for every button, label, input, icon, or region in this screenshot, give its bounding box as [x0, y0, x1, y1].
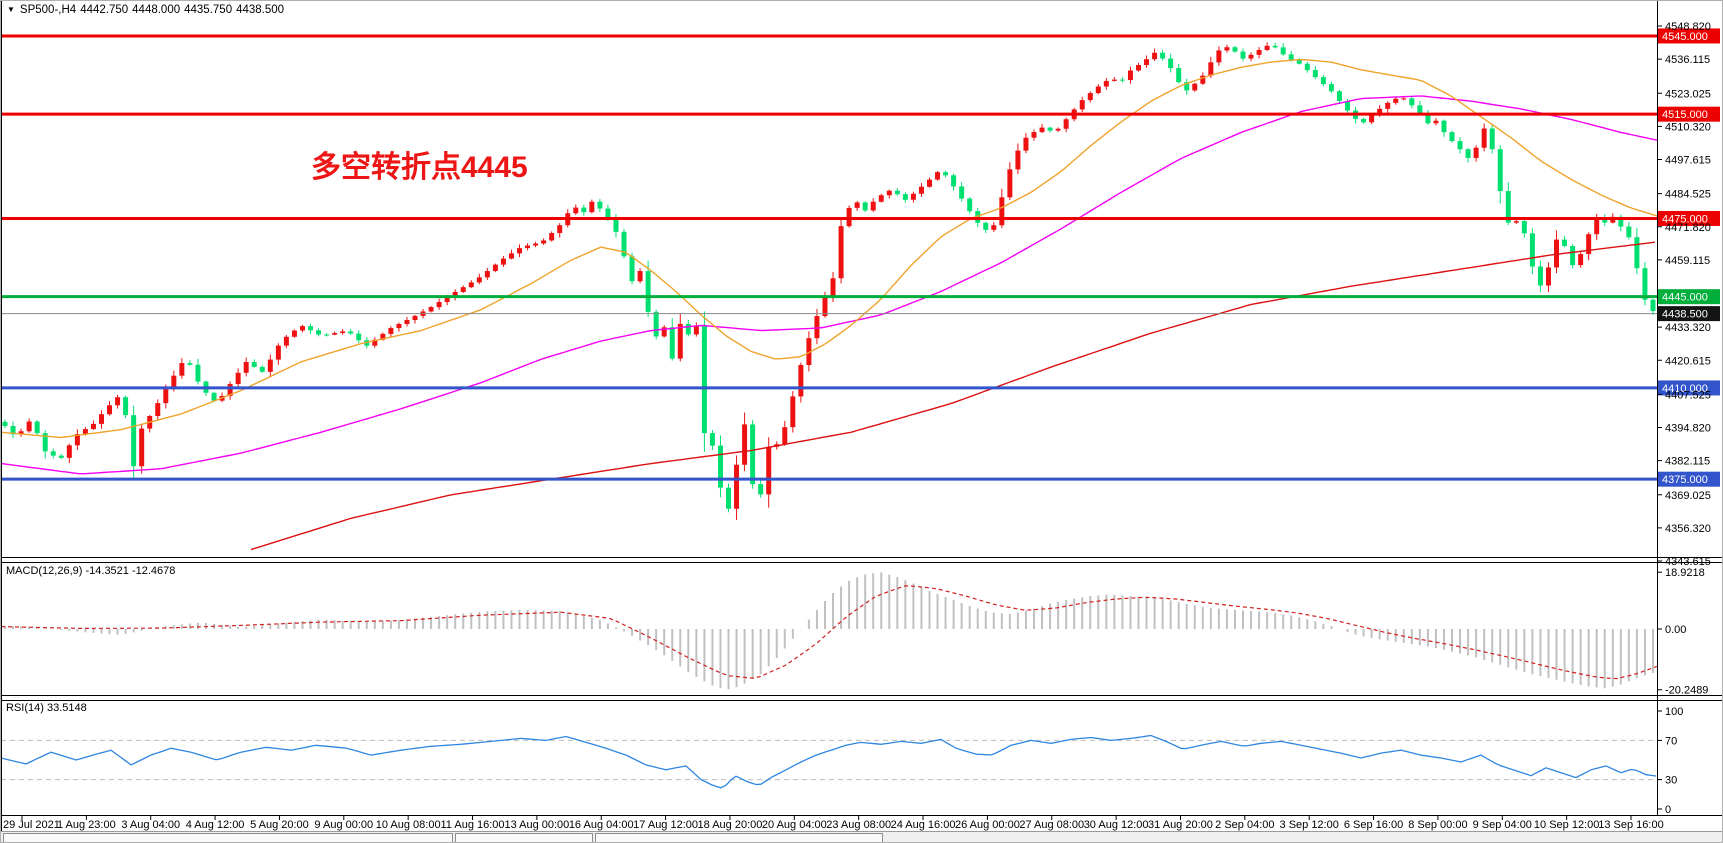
ma-fast-line — [1, 58, 1658, 439]
svg-text:4515.000: 4515.000 — [1662, 109, 1708, 121]
svg-text:4356.320: 4356.320 — [1665, 523, 1711, 535]
svg-text:100: 100 — [1665, 706, 1683, 718]
level-price-tag: 4375.000 — [1658, 471, 1720, 487]
svg-text:13 Sep 16:00: 13 Sep 16:00 — [1598, 819, 1663, 831]
price-axis-labels: 4548.820 4536.115 4523.025 4510.320 4497.615… — [1657, 21, 1711, 568]
svg-text:8 Sep 00:00: 8 Sep 00:00 — [1408, 819, 1467, 831]
svg-text:29 Jul 2021: 29 Jul 2021 — [3, 819, 60, 831]
svg-text:4475.000: 4475.000 — [1662, 213, 1708, 225]
pivot-annotation-text: 多空转折点4445 — [311, 151, 528, 184]
ohlc-low: 4435.750 — [184, 4, 233, 16]
price-tags-layer: 4545.000 4515.000 4475.000 4445.000 4438.500… — [1658, 28, 1720, 487]
svg-text:13 Aug 00:00: 13 Aug 00:00 — [504, 819, 569, 831]
bottom-scroll-strip[interactable] — [1, 831, 1722, 842]
svg-text:4523.025: 4523.025 — [1665, 88, 1711, 100]
svg-text:4445.000: 4445.000 — [1662, 292, 1708, 304]
ma-slow-line — [250, 241, 1656, 551]
svg-text:70: 70 — [1665, 735, 1677, 747]
svg-text:4369.025: 4369.025 — [1665, 490, 1711, 502]
svg-text:4433.320: 4433.320 — [1665, 322, 1711, 334]
chart-header: ▼ SP500-,H4 4442.750 4448.000 4435.750 4438.5… — [7, 4, 288, 16]
svg-text:4407.525: 4407.525 — [1665, 389, 1711, 401]
svg-text:20 Aug 04:00: 20 Aug 04:00 — [762, 819, 827, 831]
svg-text:4536.115: 4536.115 — [1665, 54, 1710, 66]
svg-text:4420.615: 4420.615 — [1665, 355, 1711, 367]
rsi-layer — [1, 734, 1657, 789]
rsi-indicator-label: RSI(14) 33.5148 — [6, 702, 87, 714]
scroll-segment[interactable] — [595, 833, 883, 842]
level-price-tag: 4545.000 — [1658, 28, 1720, 44]
svg-text:4471.820: 4471.820 — [1665, 222, 1711, 234]
macd-axis-labels: 18.9218 0.00 -20.2489 — [1657, 567, 1708, 697]
svg-text:0.00: 0.00 — [1665, 624, 1686, 636]
ohlc-open: 4442.750 — [80, 4, 129, 16]
ma-mid-line — [1, 95, 1658, 475]
svg-text:4438.500: 4438.500 — [1662, 309, 1708, 321]
svg-text:16 Aug 04:00: 16 Aug 04:00 — [569, 819, 634, 831]
svg-text:30 Aug 12:00: 30 Aug 12:00 — [1084, 819, 1149, 831]
svg-text:4548.820: 4548.820 — [1665, 21, 1711, 33]
level-price-tag: 4445.000 — [1658, 289, 1720, 305]
svg-text:6 Sep 16:00: 6 Sep 16:00 — [1344, 819, 1403, 831]
macd-layer — [1, 572, 1658, 690]
svg-text:4410.000: 4410.000 — [1662, 383, 1708, 395]
svg-text:4 Aug 12:00: 4 Aug 12:00 — [186, 819, 245, 831]
svg-text:3 Sep 12:00: 3 Sep 12:00 — [1280, 819, 1339, 831]
level-price-tag: 4475.000 — [1658, 210, 1720, 226]
svg-text:3 Aug 04:00: 3 Aug 04:00 — [121, 819, 180, 831]
svg-text:26 Aug 00:00: 26 Aug 00:00 — [955, 819, 1020, 831]
svg-text:4459.115: 4459.115 — [1665, 255, 1710, 267]
level-price-tag: 4515.000 — [1658, 106, 1720, 122]
svg-text:31 Aug 20:00: 31 Aug 20:00 — [1148, 819, 1213, 831]
svg-text:4484.525: 4484.525 — [1665, 189, 1711, 201]
svg-text:4497.615: 4497.615 — [1665, 155, 1711, 167]
svg-text:4375.000: 4375.000 — [1662, 474, 1708, 486]
svg-text:17 Aug 12:00: 17 Aug 12:00 — [633, 819, 698, 831]
svg-text:10 Aug 08:00: 10 Aug 08:00 — [376, 819, 441, 831]
svg-text:23 Aug 08:00: 23 Aug 08:00 — [826, 819, 891, 831]
svg-text:4382.115: 4382.115 — [1665, 456, 1710, 468]
svg-text:9 Sep 04:00: 9 Sep 04:00 — [1473, 819, 1532, 831]
svg-text:24 Aug 16:00: 24 Aug 16:00 — [891, 819, 956, 831]
svg-text:4545.000: 4545.000 — [1662, 31, 1708, 43]
ohlc-close: 4438.500 — [236, 4, 285, 16]
svg-text:0: 0 — [1665, 804, 1671, 816]
svg-text:30: 30 — [1665, 775, 1677, 787]
svg-text:2 Sep 04:00: 2 Sep 04:00 — [1215, 819, 1274, 831]
svg-text:4510.320: 4510.320 — [1665, 121, 1711, 133]
svg-text:-20.2489: -20.2489 — [1665, 685, 1708, 697]
ohlc-high: 4448.000 — [132, 4, 181, 16]
level-lines-layer — [1, 34, 1657, 481]
svg-text:5 Aug 20:00: 5 Aug 20:00 — [250, 819, 309, 831]
svg-text:18.9218: 18.9218 — [1665, 567, 1705, 579]
level-price-tag: 4410.000 — [1658, 380, 1720, 396]
symbol-period-label: SP500-,H4 — [19, 4, 77, 16]
current-price-tag: 4438.500 — [1658, 306, 1720, 322]
svg-text:27 Aug 08:00: 27 Aug 08:00 — [1019, 819, 1084, 831]
svg-text:18 Aug 20:00: 18 Aug 20:00 — [698, 819, 763, 831]
svg-text:4394.820: 4394.820 — [1665, 423, 1711, 435]
rsi-axis-labels: 100 70 30 0 — [1657, 706, 1683, 816]
scroll-segment[interactable] — [3, 833, 453, 842]
svg-text:10 Sep 12:00: 10 Sep 12:00 — [1534, 819, 1599, 831]
svg-text:1 Aug 23:00: 1 Aug 23:00 — [57, 819, 116, 831]
chart-marker-icon: ▼ — [7, 5, 15, 14]
svg-text:11 Aug 16:00: 11 Aug 16:00 — [441, 819, 505, 831]
scroll-segment[interactable] — [455, 833, 593, 842]
macd-indicator-label: MACD(12,26,9) -14.3521 -12.4678 — [6, 565, 176, 577]
svg-text:9 Aug 00:00: 9 Aug 00:00 — [314, 819, 373, 831]
